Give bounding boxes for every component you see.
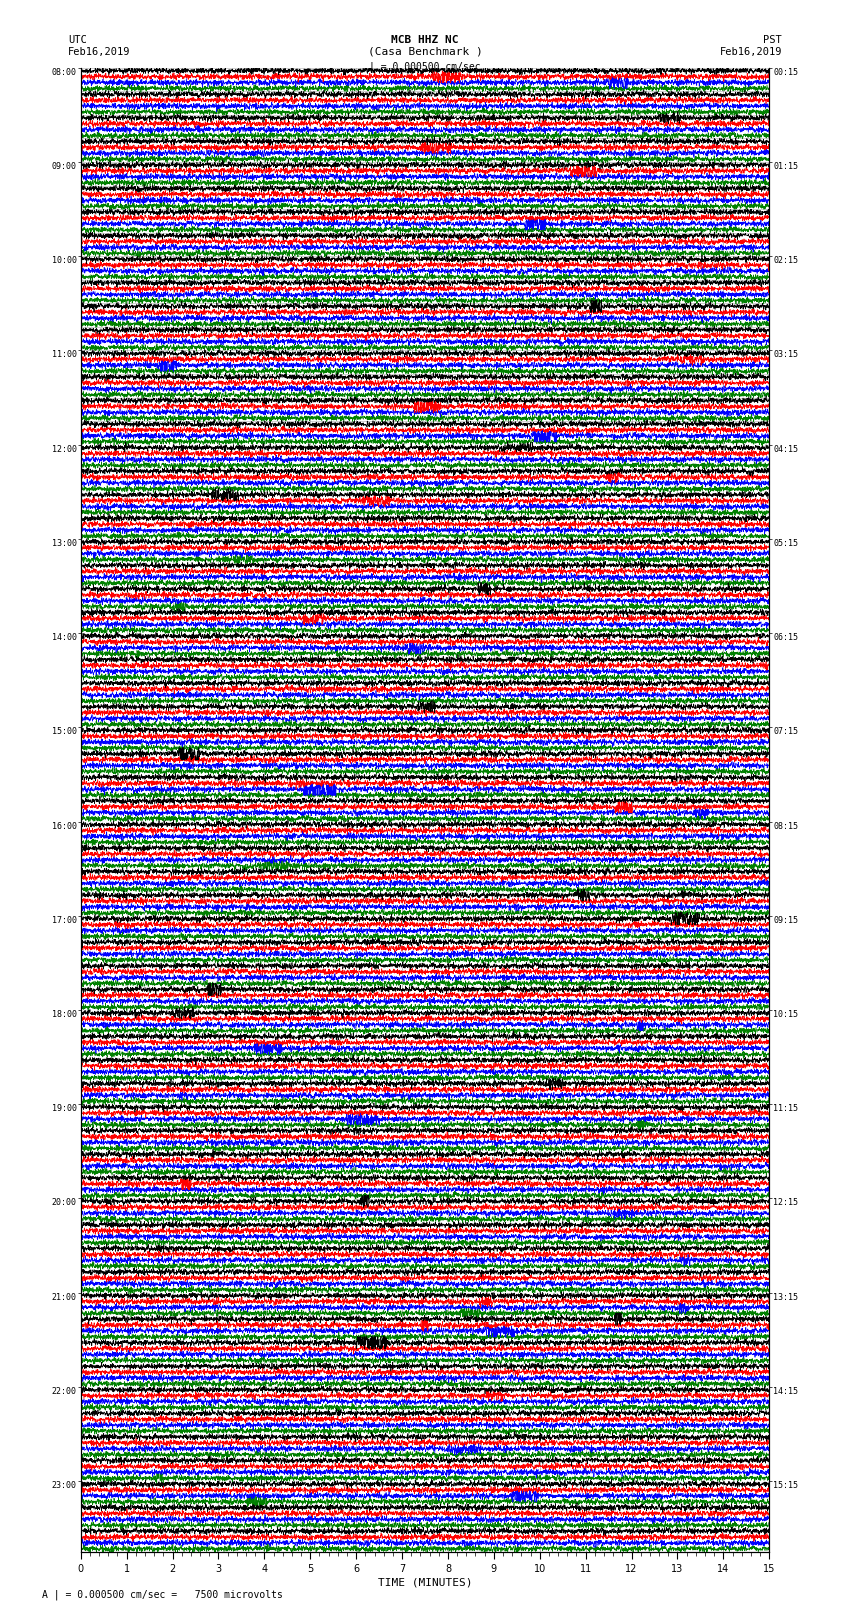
Text: UTC: UTC	[68, 35, 87, 45]
Text: PST: PST	[763, 35, 782, 45]
Text: A | = 0.000500 cm/sec =   7500 microvolts: A | = 0.000500 cm/sec = 7500 microvolts	[42, 1589, 283, 1600]
Text: MCB HHZ NC: MCB HHZ NC	[391, 35, 459, 45]
Text: | = 0.000500 cm/sec: | = 0.000500 cm/sec	[369, 61, 481, 73]
X-axis label: TIME (MINUTES): TIME (MINUTES)	[377, 1578, 473, 1587]
Text: Feb16,2019: Feb16,2019	[719, 47, 782, 56]
Text: Feb16,2019: Feb16,2019	[68, 47, 131, 56]
Text: (Casa Benchmark ): (Casa Benchmark )	[367, 47, 483, 56]
